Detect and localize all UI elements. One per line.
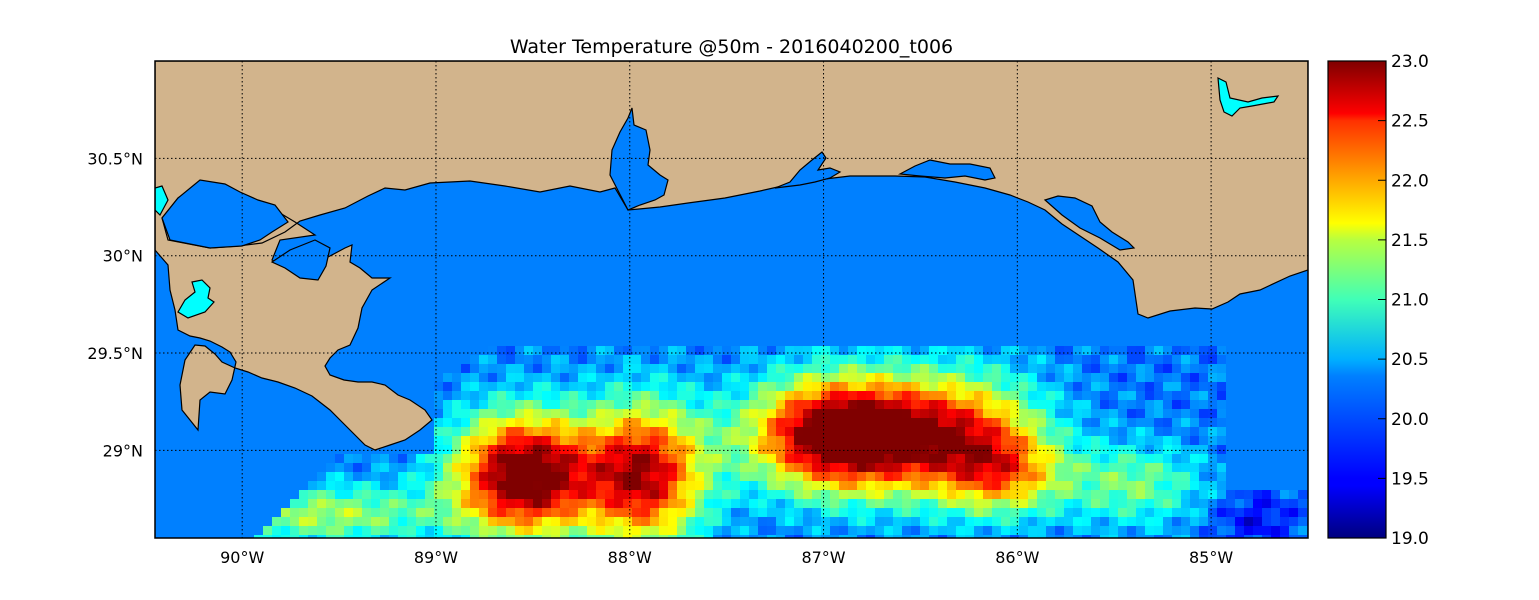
lake-seminole: [1217, 76, 1280, 117]
longitude-tick-label: 87°W: [801, 548, 845, 567]
colorbar-tick-label: 20.5: [1391, 350, 1429, 370]
latitude-ticks: 30.5°N 30°N 29.5°N 29°N: [87, 149, 143, 460]
colorbar-tick-label: 19.0: [1391, 529, 1429, 549]
latitude-tick-label: 29.5°N: [87, 344, 143, 363]
latitude-tick-label: 30°N: [103, 247, 143, 266]
colorbar: 19.0 19.5 20.0 20.5 21.0 21.5 22.0 22.5 23.0: [1327, 52, 1429, 549]
temperature-field: [254, 346, 1308, 538]
colorbar-tick-label: 23.0: [1391, 52, 1429, 72]
colorbar-tick-label: 20.0: [1391, 410, 1429, 430]
longitude-tick-label: 88°W: [608, 548, 652, 567]
map-panel: [155, 61, 1308, 538]
longitude-tick-label: 90°W: [220, 548, 264, 567]
colorbar-tick-label: 22.5: [1391, 112, 1429, 132]
lake-borgne: [270, 239, 331, 281]
st-andrew-bay: [1043, 195, 1136, 251]
longitude-tick-label: 89°W: [414, 548, 458, 567]
longitude-tick-label: 85°W: [1189, 548, 1233, 567]
latitude-tick-label: 30.5°N: [87, 149, 143, 168]
inland-lake-west: [177, 279, 215, 319]
longitude-ticks: 90°W 89°W 88°W 87°W 86°W 85°W: [220, 548, 1233, 567]
colorbar-tick-label: 19.5: [1391, 469, 1429, 489]
lake-maurepas: [155, 185, 169, 216]
map-frame: [154, 60, 1309, 539]
colorbar-tick-label: 21.0: [1391, 291, 1429, 311]
lake-pontchartrain: [161, 179, 289, 249]
choctawhatchee-bay: [897, 159, 996, 181]
colorbar-ticks: 19.0 19.5 20.0 20.5 21.0 21.5 22.0 22.5 23.0: [1378, 52, 1429, 549]
map-title: Water Temperature @50m - 2016040200_t006: [509, 36, 954, 58]
colorbar-tick-label: 21.5: [1391, 231, 1429, 251]
colorbar-gradient: [1327, 60, 1387, 539]
latitude-tick-label: 29°N: [103, 441, 143, 460]
colorbar-tick-label: 22.0: [1391, 171, 1429, 191]
graticule: [155, 61, 1308, 538]
longitude-tick-label: 86°W: [995, 548, 1039, 567]
mobile-bay: [609, 107, 669, 211]
